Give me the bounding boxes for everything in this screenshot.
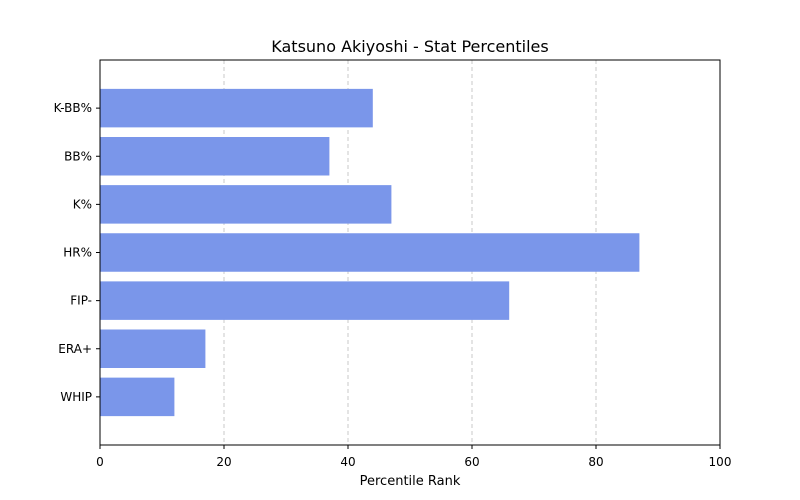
y-tick-label: HR% bbox=[63, 246, 92, 260]
y-tick-label: FIP- bbox=[70, 294, 92, 308]
x-tick-label: 60 bbox=[464, 455, 479, 469]
x-tick-label: 100 bbox=[709, 455, 732, 469]
chart-title: Katsuno Akiyoshi - Stat Percentiles bbox=[271, 37, 548, 56]
y-tick-label: K% bbox=[73, 197, 92, 211]
bar-k-bb- bbox=[100, 88, 373, 128]
x-tick-label: 80 bbox=[588, 455, 603, 469]
x-axis-label: Percentile Rank bbox=[360, 474, 461, 489]
bars bbox=[100, 88, 640, 417]
bar-fip- bbox=[100, 281, 510, 320]
bar-hr- bbox=[100, 233, 640, 272]
y-tick-label: BB% bbox=[64, 149, 92, 163]
y-tick-label: WHIP bbox=[60, 390, 92, 404]
bar-k- bbox=[100, 185, 392, 224]
y-axis-ticks: K-BB% BB% K% HR% FIP- ERA+ WHIP bbox=[54, 101, 100, 404]
y-tick-label: ERA+ bbox=[58, 342, 92, 356]
bar-era- bbox=[100, 329, 206, 368]
x-tick-label: 20 bbox=[216, 455, 231, 469]
x-axis-ticks: 0 20 40 60 80 100 bbox=[96, 445, 731, 469]
bar-whip bbox=[100, 377, 175, 417]
y-tick-label: K-BB% bbox=[54, 101, 92, 115]
x-tick-label: 40 bbox=[340, 455, 355, 469]
x-tick-label: 0 bbox=[96, 455, 104, 469]
bar-bb- bbox=[100, 137, 330, 176]
